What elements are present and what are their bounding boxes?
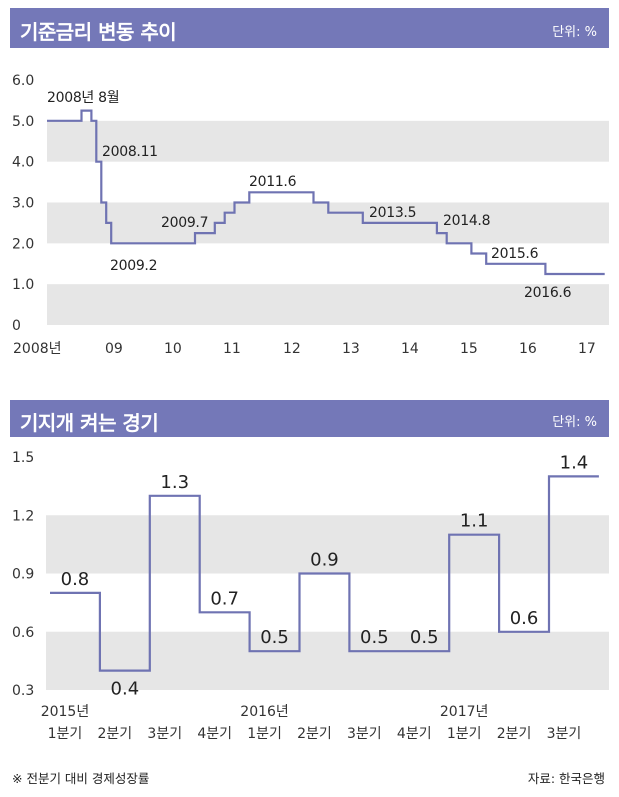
growth-data-label: 0.7	[210, 588, 239, 609]
x-tick-year: 2015년	[41, 704, 90, 720]
y-tick-label: 1.0	[12, 277, 34, 293]
x-tick-quarter: 2분기	[297, 726, 332, 742]
y-tick-label: 3.0	[12, 196, 34, 212]
growth-data-label: 0.9	[310, 550, 339, 571]
x-tick-quarter: 1분기	[447, 726, 482, 742]
x-tick-label: 11	[223, 341, 241, 357]
rate-annotation: 2015.6	[491, 246, 539, 262]
footnote: ※ 전분기 대비 경제성장률	[12, 771, 150, 786]
rate-annotation: 2008년 8월	[47, 90, 119, 106]
x-tick-year: 2017년	[440, 704, 489, 720]
x-tick-quarter: 4분기	[397, 726, 432, 742]
rate-chart-unit: 단위: %	[552, 25, 597, 40]
x-tick-label: 09	[105, 341, 123, 357]
rate-annotation: 2014.8	[443, 213, 490, 229]
growth-data-label: 1.4	[560, 452, 589, 473]
x-tick-label: 16	[519, 341, 537, 357]
x-tick-label: 14	[401, 341, 419, 357]
growth-data-label: 0.5	[260, 627, 289, 648]
rate-chart-header: 기준금리 변동 추이 단위: %	[10, 8, 609, 48]
x-tick-label: 13	[342, 341, 360, 357]
rate-annotation: 2011.6	[249, 174, 297, 190]
grid-band	[47, 284, 609, 325]
growth-data-label: 0.5	[410, 627, 439, 648]
growth-data-label: 0.8	[61, 569, 90, 590]
x-tick-quarter: 3분기	[147, 726, 182, 742]
growth-data-label: 0.4	[111, 679, 140, 700]
growth-data-label: 0.5	[360, 627, 389, 648]
grid-band	[46, 631, 609, 690]
x-tick-quarter: 3분기	[347, 726, 382, 742]
rate-chart-title: 기준금리 변동 추이	[20, 20, 177, 44]
rate-annotation: 2016.6	[524, 285, 572, 301]
x-tick-year: 2016년	[240, 704, 289, 720]
growth-line	[50, 475, 599, 672]
y-tick-label: 4.0	[12, 155, 34, 171]
x-tick-quarter: 1분기	[48, 726, 83, 742]
x-tick-label: 12	[283, 341, 301, 357]
y-tick-label: 2.0	[12, 236, 34, 252]
x-tick-quarter: 2분기	[98, 726, 133, 742]
y-tick-label: 1.2	[12, 508, 34, 524]
rate-line	[47, 109, 605, 276]
y-tick-label: 0.6	[12, 625, 34, 641]
growth-chart-header: 기지개 켜는 경기 단위: %	[10, 400, 609, 437]
grid-band	[47, 120, 609, 162]
x-tick-quarter: 4분기	[197, 726, 232, 742]
y-tick-label: 6.0	[12, 73, 34, 89]
y-tick-label: 0.3	[12, 683, 34, 699]
growth-chart-title: 기지개 켜는 경기	[20, 411, 159, 435]
y-tick-label: 0.9	[12, 567, 34, 583]
x-tick-quarter: 1분기	[247, 726, 282, 742]
x-tick-label: 17	[578, 341, 596, 357]
rate-annotation: 2008.11	[102, 144, 158, 160]
y-tick-label: 1.5	[12, 450, 34, 466]
x-tick-label: 15	[460, 341, 478, 357]
rate-annotation: 2013.5	[369, 205, 416, 221]
x-tick-quarter: 3분기	[547, 726, 582, 742]
x-tick-label: 2008년	[13, 341, 62, 357]
grid-band	[46, 515, 609, 574]
y-tick-label: 5.0	[12, 114, 34, 130]
growth-data-label: 1.1	[460, 511, 489, 532]
x-tick-quarter: 2분기	[497, 726, 532, 742]
growth-data-label: 1.3	[160, 472, 189, 493]
y-tick-label: 0	[12, 318, 21, 334]
rate-annotation: 2009.7	[161, 215, 208, 231]
growth-data-label: 0.6	[510, 608, 539, 629]
source-note: 자료: 한국은행	[527, 771, 605, 786]
rate-annotation: 2009.2	[110, 258, 157, 274]
x-tick-label: 10	[164, 341, 182, 357]
growth-chart-unit: 단위: %	[552, 415, 597, 430]
